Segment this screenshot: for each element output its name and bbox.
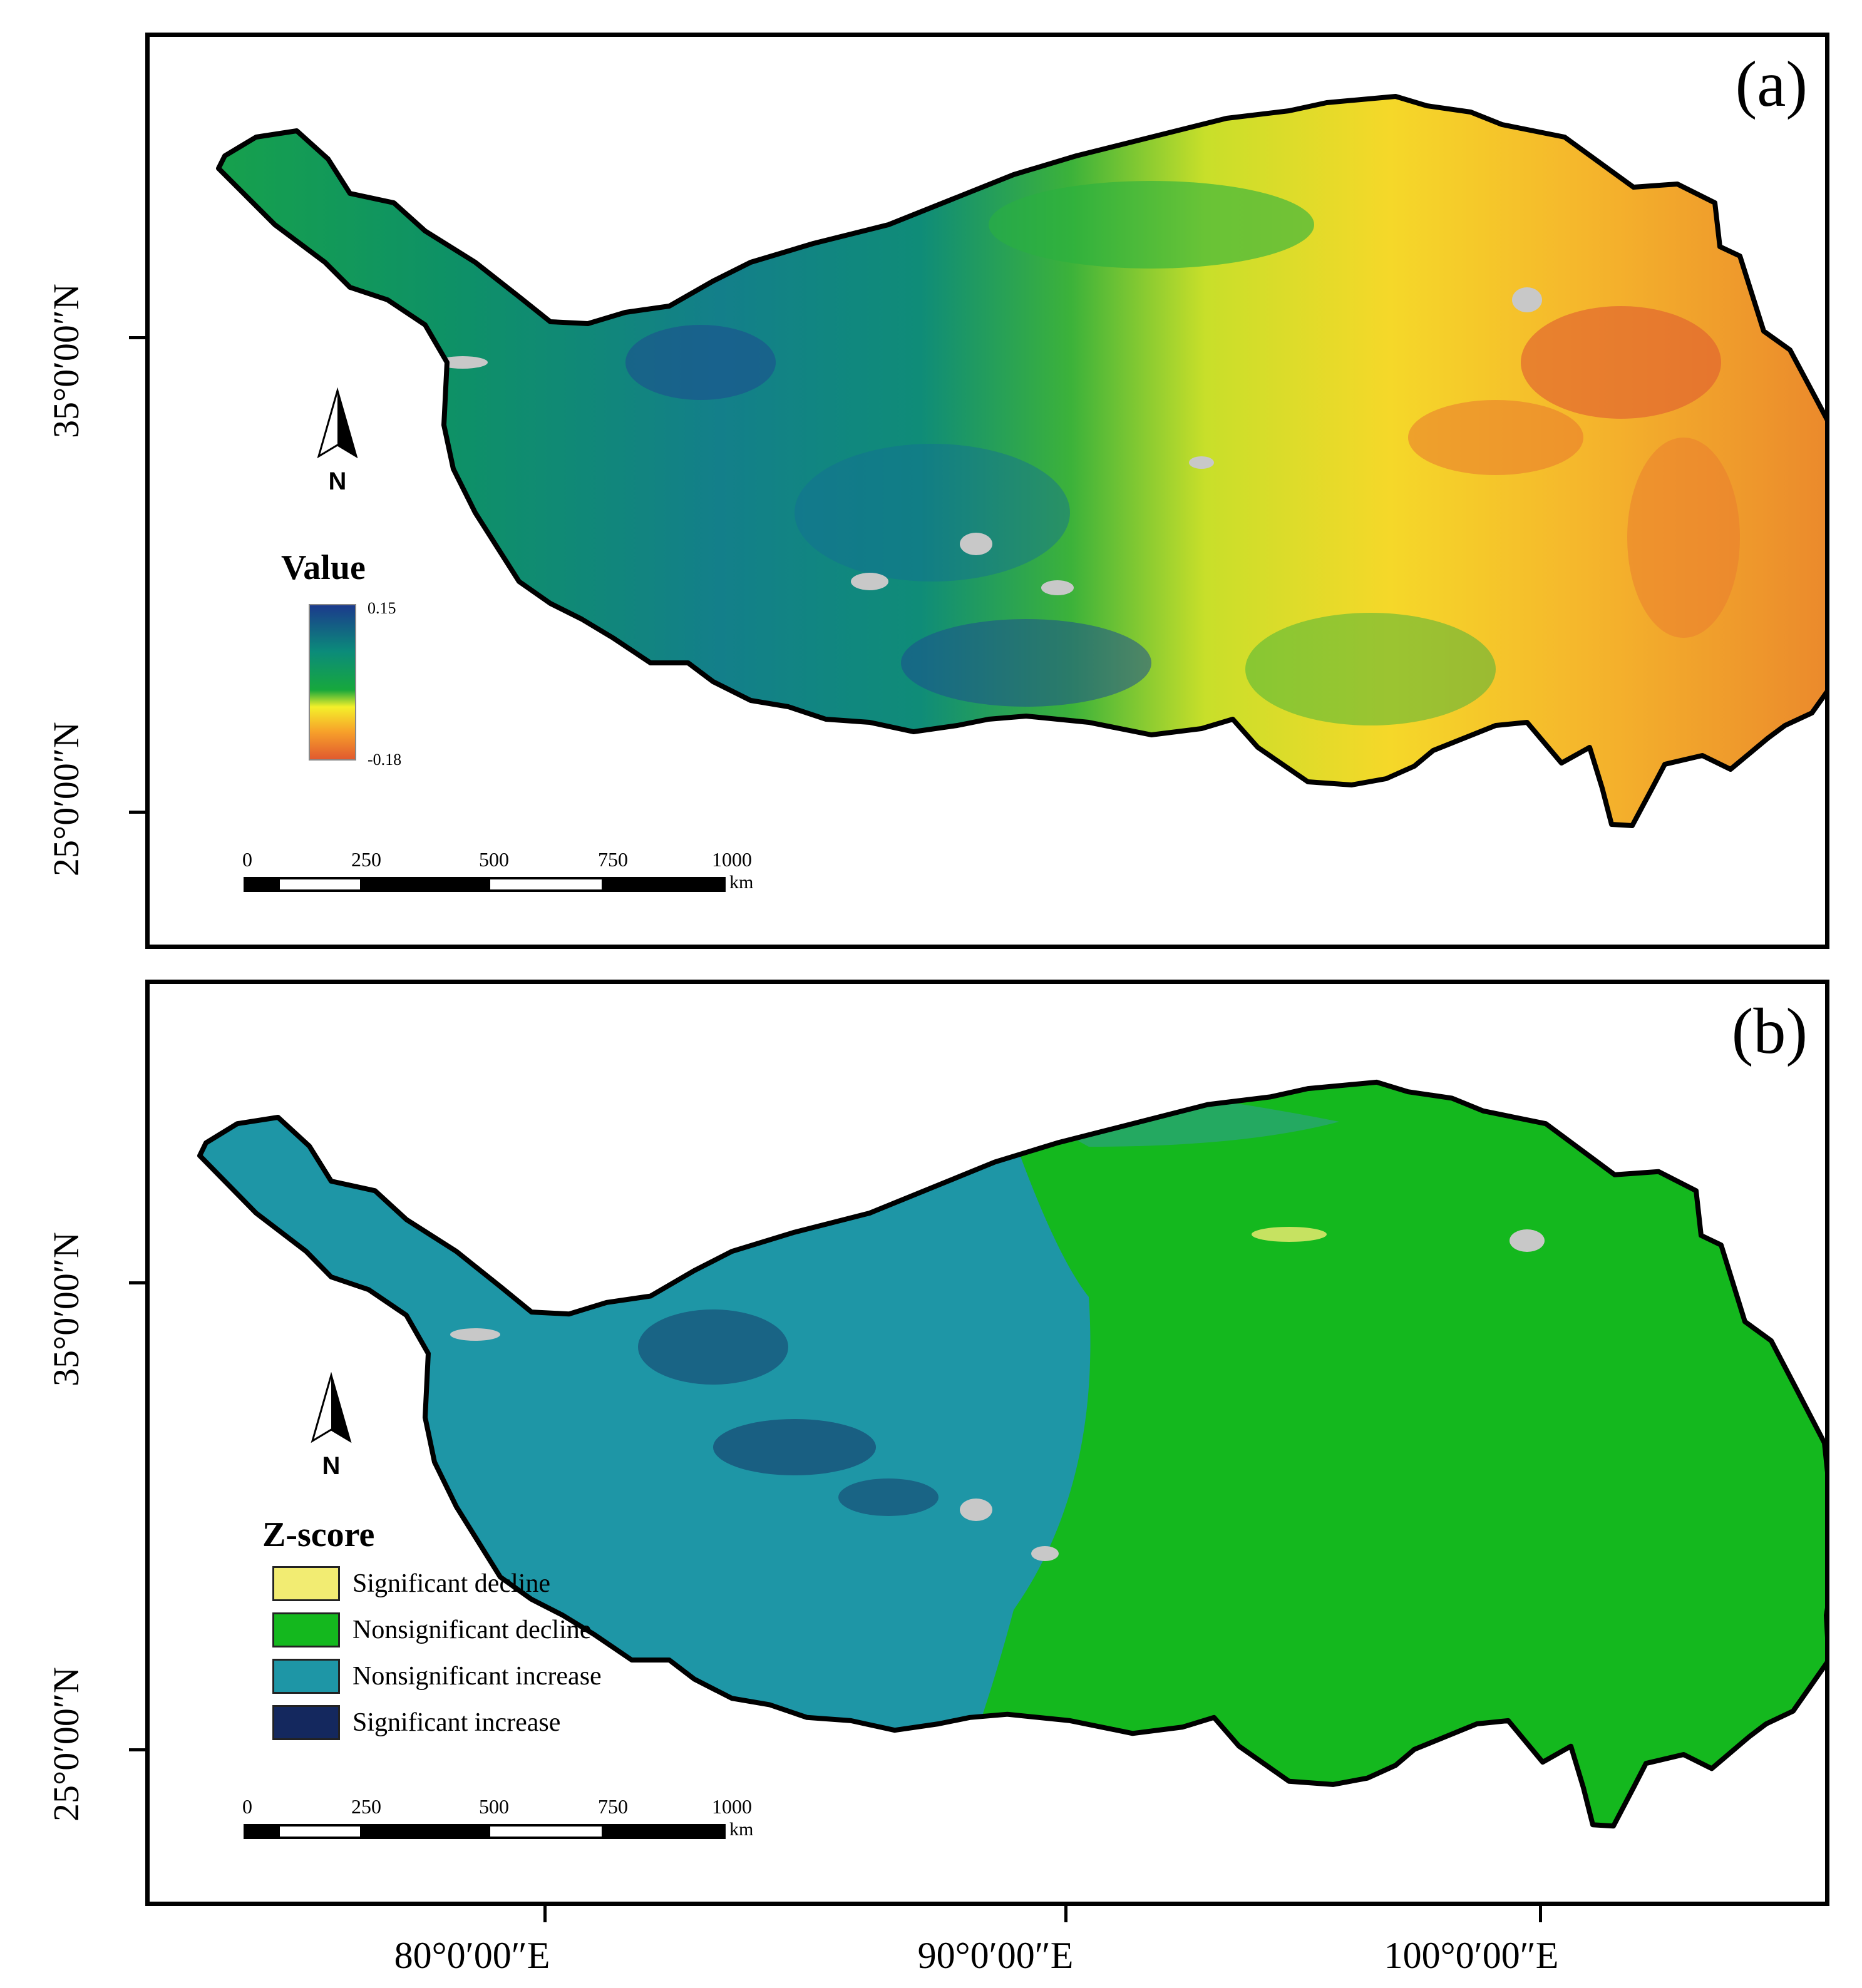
scale-segment bbox=[277, 1824, 363, 1839]
scale-segment bbox=[244, 877, 277, 892]
raster-a bbox=[219, 96, 1825, 826]
scale-segment bbox=[604, 877, 726, 892]
legend-title-zscore: Z-score bbox=[262, 1515, 375, 1554]
north-letter: N bbox=[322, 1452, 341, 1480]
plateau-value-map bbox=[150, 37, 1825, 945]
legend-label: Significant increase bbox=[352, 1708, 561, 1737]
lon-tick-90 bbox=[1064, 1906, 1067, 1922]
scale-tick-750: 750 bbox=[598, 1795, 628, 1818]
scale-unit: km bbox=[729, 1819, 754, 1840]
lat-tick-25-a bbox=[129, 811, 145, 814]
scale-tick-0: 0 bbox=[242, 848, 252, 871]
scale-segment bbox=[277, 877, 363, 892]
lat-label-35-b: 35°0′00″N bbox=[46, 1232, 86, 1386]
north-arrow-icon bbox=[311, 1371, 352, 1443]
lat-tick-35-b bbox=[129, 1281, 145, 1284]
scale-tick-1000: 1000 bbox=[712, 1795, 752, 1818]
legend-label: Nonsignificant decline bbox=[352, 1616, 592, 1644]
map-panel-b: (b) N Z-score Significant decline Nonsig… bbox=[145, 980, 1829, 1906]
legend-label: Significant decline bbox=[352, 1569, 551, 1598]
panel-label-b: (b) bbox=[1731, 995, 1808, 1067]
scale-tick-250: 250 bbox=[351, 1795, 381, 1818]
lat-label-35-a: 35°0′00″N bbox=[46, 284, 86, 438]
scale-segment bbox=[244, 1824, 277, 1839]
north-arrow-icon bbox=[317, 387, 358, 459]
ramp-min-label: -0.18 bbox=[368, 751, 402, 769]
lat-label-25-a: 25°0′00″N bbox=[46, 722, 86, 876]
lon-label-100: 100°0′00″E bbox=[1384, 1935, 1559, 1976]
north-letter: N bbox=[328, 468, 347, 495]
scale-tick-0: 0 bbox=[242, 1795, 252, 1818]
scale-segment bbox=[363, 877, 488, 892]
lon-label-80: 80°0′00″E bbox=[394, 1935, 550, 1976]
scale-segment bbox=[604, 1824, 726, 1839]
scale-tick-250: 250 bbox=[351, 848, 381, 871]
scale-tick-1000: 1000 bbox=[712, 848, 752, 871]
lat-tick-25-b bbox=[129, 1748, 145, 1751]
scale-tick-750: 750 bbox=[598, 848, 628, 871]
scale-segment bbox=[488, 877, 604, 892]
lat-tick-35-a bbox=[129, 336, 145, 339]
map-panel-a: (a) N Value 0.15 -0.18 0 250 500 750 100… bbox=[145, 33, 1829, 949]
lon-tick-100 bbox=[1539, 1906, 1542, 1922]
value-color-ramp bbox=[309, 604, 356, 761]
legend-title-value: Value bbox=[281, 548, 366, 587]
legend-swatch bbox=[272, 1659, 340, 1694]
scale-unit: km bbox=[729, 872, 754, 893]
lon-tick-80 bbox=[543, 1906, 547, 1922]
scale-segment bbox=[363, 1824, 488, 1839]
legend-label: Nonsignificant increase bbox=[352, 1662, 602, 1691]
north-arrow-a: N bbox=[306, 387, 369, 494]
lat-label-25-b: 25°0′00″N bbox=[46, 1667, 86, 1821]
legend-swatch bbox=[272, 1612, 340, 1647]
scale-bar-a: 0 250 500 750 1000 km bbox=[242, 848, 753, 898]
scale-segment bbox=[488, 1824, 604, 1839]
plateau-zscore-map bbox=[150, 984, 1825, 1902]
scale-tick-500: 500 bbox=[479, 848, 509, 871]
lon-label-90: 90°0′00″E bbox=[917, 1935, 1074, 1976]
ramp-max-label: 0.15 bbox=[368, 599, 396, 617]
panel-label-a: (a) bbox=[1735, 48, 1808, 120]
legend-swatch bbox=[272, 1705, 340, 1740]
scale-bar-b: 0 250 500 750 1000 km bbox=[242, 1795, 753, 1845]
north-arrow-b: N bbox=[300, 1371, 363, 1480]
scale-tick-500: 500 bbox=[479, 1795, 509, 1818]
legend-swatch bbox=[272, 1566, 340, 1601]
